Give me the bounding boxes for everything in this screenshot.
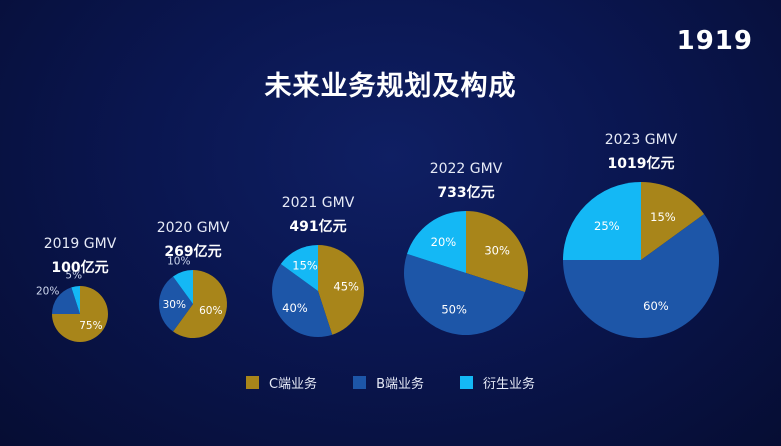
pie-2-year-label: 2021 GMV	[282, 195, 355, 211]
legend-swatch-d	[459, 376, 473, 389]
pie-4-slice-d	[563, 182, 641, 260]
pie-4-label-b: 60%	[643, 299, 669, 313]
pie-0-gmv-label: 100亿元	[51, 259, 108, 276]
pie-4-year-label: 2023 GMV	[605, 132, 678, 148]
legend-swatch-c	[245, 376, 259, 389]
pie-1-slice-d	[173, 270, 193, 304]
chart-legend: C端业务 B端业务 衍生业务	[0, 373, 781, 392]
pie-1-slice-c	[173, 270, 227, 338]
pie-2-label-c: 45%	[333, 280, 359, 294]
pie-3-slice-b	[403, 253, 525, 336]
pie-1-label-b: 30%	[163, 299, 186, 311]
pie-2-slice-b	[272, 263, 333, 337]
legend-item-c: C端业务	[245, 373, 318, 392]
pie-3-slice-c	[466, 210, 529, 293]
legend-item-d: 衍生业务	[459, 373, 535, 392]
pie-3-label-c: 30%	[484, 243, 510, 257]
pie-1-label-d: 10%	[167, 255, 190, 267]
pie-3-label-b: 50%	[441, 303, 467, 317]
pie-1-slice-b	[158, 276, 193, 332]
pie-3-gmv-label: 733亿元	[437, 184, 494, 201]
legend-item-b: B端业务	[353, 373, 424, 392]
pie-4-label-c: 15%	[650, 210, 676, 224]
pie-3-label-d: 20%	[431, 235, 457, 249]
legend-label-b: B端业务	[376, 377, 424, 392]
pie-1-label-c: 60%	[199, 305, 222, 317]
pie-0-slice-b	[52, 287, 80, 314]
pie-0-label-c: 75%	[79, 320, 102, 332]
pie-2-label-d: 15%	[292, 259, 318, 273]
pie-2-slice-d	[280, 245, 318, 291]
legend-label-c: C端业务	[268, 377, 318, 392]
pie-2-gmv-label: 491亿元	[289, 218, 346, 235]
brand-logo: 1919	[676, 26, 753, 56]
legend-label-d: 衍生业务	[482, 377, 535, 392]
pie-4-label-d: 25%	[594, 219, 620, 233]
pie-0-slice-d	[71, 286, 80, 314]
slide-title: 未来业务规划及构成	[264, 71, 517, 102]
pie-1-year-label: 2020 GMV	[157, 220, 230, 236]
pie-1-gmv-label: 269亿元	[164, 243, 221, 260]
pie-4-slice-c	[641, 182, 705, 260]
pie-2-label-b: 40%	[282, 301, 308, 315]
pie-4-gmv-label: 1019亿元	[608, 155, 675, 172]
pie-3-year-label: 2022 GMV	[430, 161, 503, 177]
pie-4-slice-b	[563, 214, 719, 339]
pie-0-year-label: 2019 GMV	[44, 236, 117, 252]
pie-0-label-b: 20%	[36, 285, 59, 297]
pie-3-slice-d	[407, 211, 466, 273]
legend-swatch-b	[353, 376, 367, 389]
pie-2-slice-c	[318, 245, 364, 335]
pie-0-label-d: 5%	[65, 269, 82, 281]
